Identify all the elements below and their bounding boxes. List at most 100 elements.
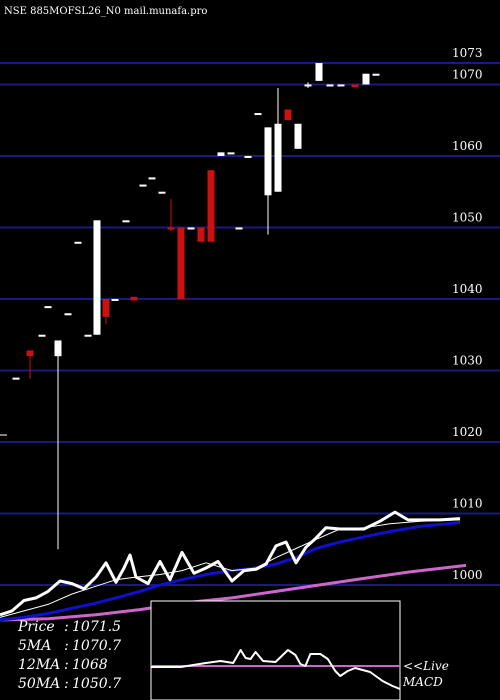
- price-legend: Price : 1071.5 5MA : 1070.7 12MA : 1068 …: [17, 619, 121, 692]
- candle-23: [235, 227, 243, 230]
- candle-body: [207, 170, 215, 242]
- candle-30: [304, 82, 312, 89]
- legend-12ma-label: 12MA: [18, 657, 60, 673]
- candle-36: [372, 73, 380, 76]
- candle-28: [284, 109, 292, 121]
- candle-16: [167, 198, 175, 232]
- legend-5ma-sep: :: [64, 638, 69, 654]
- y-tick-label-1020: 1020: [452, 425, 483, 439]
- candle-8: [93, 220, 101, 335]
- y-tick-label-1010: 1010: [452, 496, 483, 510]
- candle-body: [54, 340, 62, 357]
- candle-21: [217, 152, 225, 156]
- candle-body: [304, 84, 312, 87]
- candle-9: [102, 298, 110, 324]
- candle-body: [158, 191, 166, 194]
- candle-3: [44, 306, 52, 309]
- candle-body: [93, 220, 101, 335]
- legend-50ma: 50MA : 1050.7: [18, 676, 121, 692]
- candle-22: [227, 152, 235, 155]
- candle-body: [167, 227, 175, 230]
- candle-body: [294, 123, 302, 149]
- candle-25: [254, 113, 262, 116]
- candle-body: [351, 84, 359, 88]
- candle-7: [84, 334, 92, 337]
- candle-body: [244, 155, 252, 158]
- candle-14: [148, 177, 156, 180]
- candle-0: [12, 377, 20, 380]
- y-axis-ticks: 1000 1010 1020 1030 1040 1050 1060 1070 1073: [452, 46, 483, 582]
- candle-18: [187, 227, 195, 230]
- y-tick-label-1060: 1060: [452, 139, 483, 153]
- macd-panel: <<Live MACD: [150, 600, 449, 700]
- candle-body: [12, 377, 20, 380]
- candle-26: [264, 127, 272, 235]
- legend-50ma-value: 1050.7: [72, 676, 121, 692]
- legend-price-label: Price: [17, 619, 55, 635]
- legend-price: Price : 1071.5: [17, 619, 121, 635]
- candle-13: [139, 184, 147, 187]
- y-tick-label-1040: 1040: [452, 282, 483, 296]
- candle-31: [315, 63, 323, 81]
- chart-title: NSE 885MOFSL26_N0 mail.munafa.pro: [4, 6, 207, 17]
- candle-body: [177, 227, 185, 299]
- candle-20: [207, 170, 215, 242]
- candle-body: [130, 296, 138, 301]
- grid-lines: [0, 62, 500, 586]
- macd-label: MACD: [402, 675, 443, 689]
- ma12-line: [0, 521, 461, 622]
- candle-body: [227, 152, 235, 155]
- legend-5ma-value: 1070.7: [72, 638, 121, 654]
- candle-4: [54, 340, 62, 550]
- legend-50ma-sep: :: [64, 676, 69, 692]
- candle-12: [130, 296, 138, 301]
- candle-body: [44, 306, 52, 309]
- moving-average-panel: [0, 510, 467, 622]
- candle-body: [315, 63, 323, 81]
- candle-34: [351, 84, 359, 88]
- candle-body: [139, 184, 147, 187]
- price-line: [0, 510, 461, 617]
- legend-price-value: 1071.5: [72, 619, 121, 635]
- candle-6: [74, 241, 82, 244]
- candle-body: [284, 109, 292, 121]
- candle-35: [362, 73, 370, 85]
- candle-body: [197, 227, 205, 242]
- legend-12ma-sep: :: [64, 657, 69, 673]
- legend-price-sep: :: [64, 619, 69, 635]
- candle-2: [38, 334, 46, 337]
- macd-line: [151, 649, 401, 690]
- candle-body: [372, 73, 380, 76]
- candle-17: [177, 227, 185, 299]
- candle-body: [84, 334, 92, 337]
- legend-12ma: 12MA : 1068: [18, 657, 108, 673]
- candle-body: [26, 350, 34, 357]
- candle-11: [122, 220, 130, 223]
- candle-5: [64, 313, 72, 316]
- candle-body: [337, 84, 345, 87]
- macd-lines: [151, 649, 401, 690]
- candle-body: [235, 227, 243, 230]
- legend-50ma-label: 50MA: [18, 676, 60, 692]
- candle-body: [148, 177, 156, 180]
- candle-33: [337, 84, 345, 87]
- candle-19: [197, 227, 205, 242]
- candle-body: [362, 73, 370, 85]
- y-tick-label-1070: 1070: [452, 67, 483, 81]
- candle-body: [187, 227, 195, 230]
- candle-body: [254, 113, 262, 116]
- macd-live-label: <<Live: [403, 659, 449, 673]
- candle-10: [111, 298, 119, 301]
- candle-32: [326, 84, 334, 87]
- legend-5ma-label: 5MA: [18, 638, 51, 654]
- candle-24: [244, 155, 252, 158]
- candlesticks: [12, 63, 380, 550]
- candle-body: [217, 152, 225, 156]
- candle-body: [38, 334, 46, 337]
- y-tick-label-1050: 1050: [452, 210, 483, 224]
- y-tick-label-1030: 1030: [452, 353, 483, 367]
- legend-12ma-value: 1068: [72, 657, 108, 673]
- candle-body: [274, 123, 282, 192]
